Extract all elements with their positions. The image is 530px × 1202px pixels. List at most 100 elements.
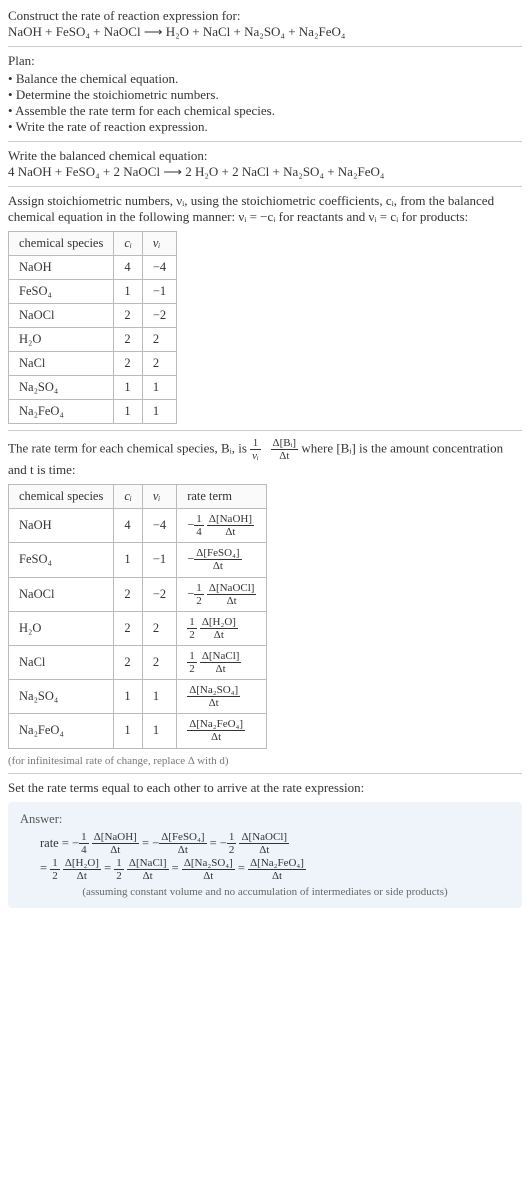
cell-species: Na₂SO₄ xyxy=(9,680,114,714)
divider xyxy=(8,773,522,774)
col-ci: cᵢ xyxy=(114,485,143,509)
plan-list: Balance the chemical equation. Determine… xyxy=(8,71,522,135)
rate-lead: rate = xyxy=(40,836,72,850)
table-row: NaOH4−4 xyxy=(9,256,177,280)
cell-species: Na₂SO₄ xyxy=(9,376,114,400)
cell-species: NaOH xyxy=(9,256,114,280)
cell-species: Na₂FeO₄ xyxy=(9,400,114,424)
cell-species: FeSO₄ xyxy=(9,543,114,577)
unbalanced-equation: NaOH + FeSO₄ + NaOCl ⟶ H₂O + NaCl + Na₂S… xyxy=(8,24,522,40)
cell-vi: 2 xyxy=(142,645,176,679)
cell-ci: 2 xyxy=(114,577,143,611)
prompt-text: Construct the rate of reaction expressio… xyxy=(8,8,522,24)
cell-ci: 4 xyxy=(114,509,143,543)
plan-section: Plan: Balance the chemical equation. Det… xyxy=(8,53,522,135)
cell-vi: −4 xyxy=(142,509,176,543)
cell-vi: −4 xyxy=(142,256,176,280)
table-row: NaOCl2−2 xyxy=(9,304,177,328)
stoich-intro: Assign stoichiometric numbers, νᵢ, using… xyxy=(8,193,522,225)
cell-species: NaCl xyxy=(9,645,114,679)
cell-vi: −2 xyxy=(142,304,176,328)
cell-ci: 2 xyxy=(114,304,143,328)
table-row: NaCl2212 Δ[NaCl]Δt xyxy=(9,645,267,679)
final-intro: Set the rate terms equal to each other t… xyxy=(8,780,522,796)
problem-header: Construct the rate of reaction expressio… xyxy=(8,8,522,40)
cell-ci: 2 xyxy=(114,352,143,376)
plan-item: Determine the stoichiometric numbers. xyxy=(8,87,522,103)
table-row: NaOCl2−2−12 Δ[NaOCl]Δt xyxy=(9,577,267,611)
cell-vi: 2 xyxy=(142,328,176,352)
rate-expression-line1: rate = −14 Δ[NaOH]Δt = −Δ[FeSO₄]Δt = −12… xyxy=(40,831,510,857)
cell-species: H₂O xyxy=(9,328,114,352)
plan-item: Write the rate of reaction expression. xyxy=(8,119,522,135)
cell-rateterm: 12 Δ[NaCl]Δt xyxy=(177,645,267,679)
balanced-intro: Write the balanced chemical equation: xyxy=(8,148,522,164)
col-rateterm: rate term xyxy=(177,485,267,509)
assumption-note: (assuming constant volume and no accumul… xyxy=(20,886,510,898)
table-header-row: chemical species cᵢ νᵢ rate term xyxy=(9,485,267,509)
cell-species: NaOCl xyxy=(9,577,114,611)
table-row: H₂O2212 Δ[H₂O]Δt xyxy=(9,611,267,645)
table-row: NaOH4−4−14 Δ[NaOH]Δt xyxy=(9,509,267,543)
rate-expression-line2: = 12 Δ[H₂O]Δt = 12 Δ[NaCl]Δt = Δ[Na₂SO₄]… xyxy=(40,856,510,882)
cell-ci: 1 xyxy=(114,680,143,714)
plan-item: Assemble the rate term for each chemical… xyxy=(8,103,522,119)
cell-ci: 2 xyxy=(114,328,143,352)
cell-vi: 1 xyxy=(142,680,176,714)
cell-ci: 4 xyxy=(114,256,143,280)
cell-rateterm: Δ[Na₂SO₄]Δt xyxy=(177,680,267,714)
cell-ci: 1 xyxy=(114,543,143,577)
cell-ci: 1 xyxy=(114,376,143,400)
table-row: Na₂SO₄11 xyxy=(9,376,177,400)
col-vi: νᵢ xyxy=(142,232,176,256)
cell-rateterm: Δ[Na₂FeO₄]Δt xyxy=(177,714,267,748)
balanced-section: Write the balanced chemical equation: 4 … xyxy=(8,148,522,180)
cell-species: NaOCl xyxy=(9,304,114,328)
table-row: Na₂SO₄11Δ[Na₂SO₄]Δt xyxy=(9,680,267,714)
cell-rateterm: −14 Δ[NaOH]Δt xyxy=(177,509,267,543)
cell-rateterm: −Δ[FeSO₄]Δt xyxy=(177,543,267,577)
stoich-section: Assign stoichiometric numbers, νᵢ, using… xyxy=(8,193,522,424)
cell-species: NaOH xyxy=(9,509,114,543)
cell-species: Na₂FeO₄ xyxy=(9,714,114,748)
col-species: chemical species xyxy=(9,485,114,509)
cell-vi: 1 xyxy=(142,376,176,400)
cell-vi: 1 xyxy=(142,400,176,424)
col-species: chemical species xyxy=(9,232,114,256)
cell-species: FeSO₄ xyxy=(9,280,114,304)
cell-vi: 1 xyxy=(142,714,176,748)
plan-title: Plan: xyxy=(8,53,522,69)
divider xyxy=(8,46,522,47)
cell-vi: −1 xyxy=(142,280,176,304)
cell-rateterm: 12 Δ[H₂O]Δt xyxy=(177,611,267,645)
frac-1-over-vi: 1 νᵢ xyxy=(250,437,261,462)
frac-dBi-dt: Δ[Bᵢ] Δt xyxy=(271,437,299,462)
cell-vi: 2 xyxy=(142,611,176,645)
plan-item: Balance the chemical equation. xyxy=(8,71,522,87)
cell-ci: 2 xyxy=(114,611,143,645)
col-ci: cᵢ xyxy=(114,232,143,256)
cell-rateterm: −12 Δ[NaOCl]Δt xyxy=(177,577,267,611)
answer-box: Answer: rate = −14 Δ[NaOH]Δt = −Δ[FeSO₄]… xyxy=(8,802,522,908)
table-row: NaCl22 xyxy=(9,352,177,376)
cell-vi: −2 xyxy=(142,577,176,611)
cell-ci: 1 xyxy=(114,714,143,748)
col-vi: νᵢ xyxy=(142,485,176,509)
cell-ci: 1 xyxy=(114,280,143,304)
rateterm-table: chemical species cᵢ νᵢ rate term NaOH4−4… xyxy=(8,484,267,748)
rateterm-intro: The rate term for each chemical species,… xyxy=(8,437,522,478)
cell-vi: −1 xyxy=(142,543,176,577)
table-row: FeSO₄1−1−Δ[FeSO₄]Δt xyxy=(9,543,267,577)
rateterm-section: The rate term for each chemical species,… xyxy=(8,437,522,767)
balanced-equation: 4 NaOH + FeSO₄ + 2 NaOCl ⟶ 2 H₂O + 2 NaC… xyxy=(8,164,522,180)
answer-label: Answer: xyxy=(20,812,510,827)
cell-species: H₂O xyxy=(9,611,114,645)
divider xyxy=(8,186,522,187)
final-section: Set the rate terms equal to each other t… xyxy=(8,780,522,908)
table-row: H₂O22 xyxy=(9,328,177,352)
cell-vi: 2 xyxy=(142,352,176,376)
rateterm-footnote: (for infinitesimal rate of change, repla… xyxy=(8,755,522,767)
divider xyxy=(8,141,522,142)
cell-ci: 2 xyxy=(114,645,143,679)
table-header-row: chemical species cᵢ νᵢ xyxy=(9,232,177,256)
